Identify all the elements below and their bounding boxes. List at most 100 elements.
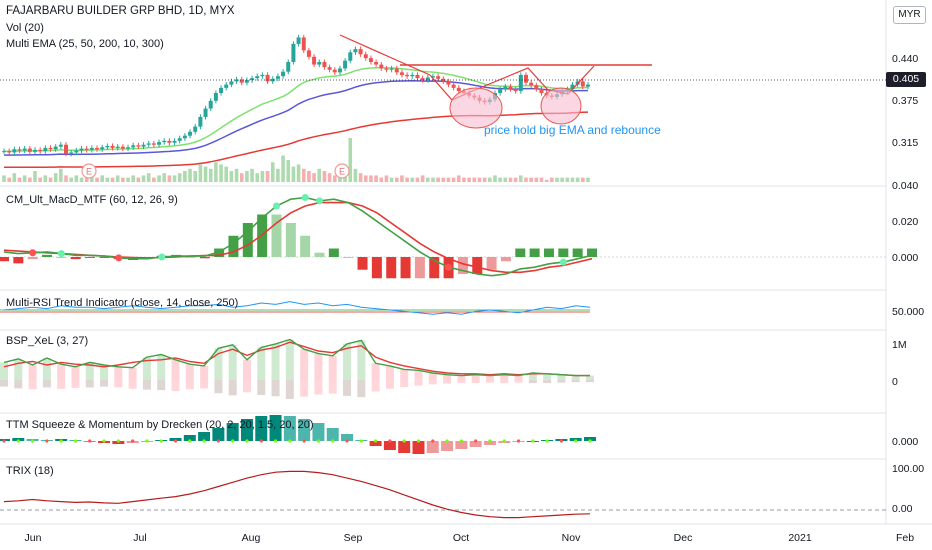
price-axis-tick: 0.375 xyxy=(892,95,918,107)
bsp-bar xyxy=(385,365,394,380)
ttm-pane[interactable] xyxy=(0,415,596,454)
bsp-bar xyxy=(314,353,323,380)
macd-histogram-bar xyxy=(271,214,282,257)
bsp-neg-bar xyxy=(485,380,494,383)
volume-bar xyxy=(22,175,27,182)
volume-bar xyxy=(369,175,373,182)
candle-body xyxy=(312,56,317,65)
price-axis-tick: 0.040 xyxy=(892,180,918,192)
volume-bar xyxy=(183,171,187,182)
volume-bar xyxy=(431,177,435,182)
volume-bar xyxy=(100,175,104,182)
macd-histogram-bar xyxy=(357,257,368,270)
ttm-squeeze-dot xyxy=(374,439,378,443)
macd-signal-line xyxy=(3,201,593,274)
volume-bar xyxy=(550,177,554,182)
ttm-squeeze-dot xyxy=(474,439,478,443)
bsp-neg-bar xyxy=(314,380,323,395)
ttm-squeeze-dot xyxy=(559,439,564,443)
ttm-momentum-bar xyxy=(312,423,325,441)
macd-histogram-bar xyxy=(42,254,53,257)
volume-bar xyxy=(539,177,544,182)
candle-body xyxy=(523,74,528,83)
macd-histogram-bar xyxy=(85,257,96,258)
candle-body xyxy=(348,52,353,61)
macd-histogram-bar xyxy=(56,257,67,258)
ttm-momentum-bar xyxy=(198,432,211,441)
bsp-neg-bar xyxy=(185,380,194,390)
candle-body xyxy=(198,116,203,127)
macd-histogram-bar xyxy=(486,257,497,270)
macd-cross-dot xyxy=(272,202,280,210)
rsi-pane[interactable] xyxy=(0,301,591,315)
bsp-neg-bar xyxy=(471,380,480,384)
ttm-squeeze-dot xyxy=(359,439,363,443)
volume-bar xyxy=(529,177,533,182)
candle-body xyxy=(239,79,244,83)
bsp-neg-bar xyxy=(214,380,223,394)
volume-bar xyxy=(374,175,378,182)
volume-bar xyxy=(141,175,146,182)
ttm-momentum-bar xyxy=(212,428,225,441)
ttm-momentum-bar xyxy=(412,441,425,454)
volume-bar xyxy=(524,177,528,182)
macd-pane[interactable] xyxy=(0,194,886,279)
currency-selector[interactable]: MYR xyxy=(893,6,926,24)
bsp-neg-bar xyxy=(586,380,594,383)
volume-bar xyxy=(193,171,198,182)
bsp-bar xyxy=(142,357,151,380)
volume-bar xyxy=(152,177,156,182)
volume-bar xyxy=(177,173,182,182)
volume-bar xyxy=(131,175,136,182)
bsp-neg-bar xyxy=(100,380,109,387)
candle-body xyxy=(141,144,146,147)
candle-body xyxy=(322,62,327,68)
candle-body xyxy=(12,149,17,153)
candle-body xyxy=(337,68,342,73)
macd-histogram-bar xyxy=(572,248,583,257)
volume-bar xyxy=(322,171,327,182)
bsp-bar xyxy=(214,348,223,380)
candle-body xyxy=(503,86,508,90)
time-axis-tick: Jul xyxy=(133,532,146,544)
highlight-circle xyxy=(449,87,503,129)
bsp-neg-bar xyxy=(385,380,394,389)
time-axis-tick: Feb xyxy=(896,532,914,544)
volume-bar xyxy=(33,171,37,182)
ema-50-line xyxy=(3,80,589,156)
candle-body xyxy=(586,84,590,87)
ttm-squeeze-dot xyxy=(131,439,135,443)
right-price-axis: 0.440 0.375 0.315 0.040 0.020 0.000 50.000 1M 0 0… xyxy=(892,53,924,515)
volume-bar xyxy=(260,171,265,182)
ttm-momentum-bar xyxy=(584,437,596,441)
candle-body xyxy=(33,149,38,152)
macd-histogram-bar xyxy=(13,257,24,264)
price-axis-tick: 0 xyxy=(892,376,898,388)
bsp-bar xyxy=(457,375,466,380)
macd-histogram-bar xyxy=(27,257,38,260)
ttm-squeeze-dot xyxy=(445,439,449,443)
candle-body xyxy=(430,76,435,78)
candle-body xyxy=(2,151,6,153)
volume-bar xyxy=(513,177,518,182)
volume-bar xyxy=(250,168,254,182)
candle-body xyxy=(255,76,260,79)
price-axis-tick: 0.315 xyxy=(892,137,918,149)
candle-body xyxy=(405,74,410,77)
volume-bar xyxy=(467,177,471,182)
macd-histogram-bar xyxy=(300,235,311,257)
ttm-momentum-bar xyxy=(398,441,411,453)
candle-body xyxy=(389,68,394,70)
ttm-squeeze-dot xyxy=(459,439,463,443)
volume-bar xyxy=(519,175,523,182)
bsp-bar xyxy=(528,372,537,380)
bsp-pane[interactable] xyxy=(0,338,594,399)
volume-bar xyxy=(555,177,559,182)
trix-pane[interactable] xyxy=(0,470,886,519)
volume-bar xyxy=(105,177,110,182)
bsp-neg-bar xyxy=(242,380,251,393)
ttm-squeeze-dot xyxy=(588,439,592,443)
volume-bar xyxy=(544,179,549,182)
